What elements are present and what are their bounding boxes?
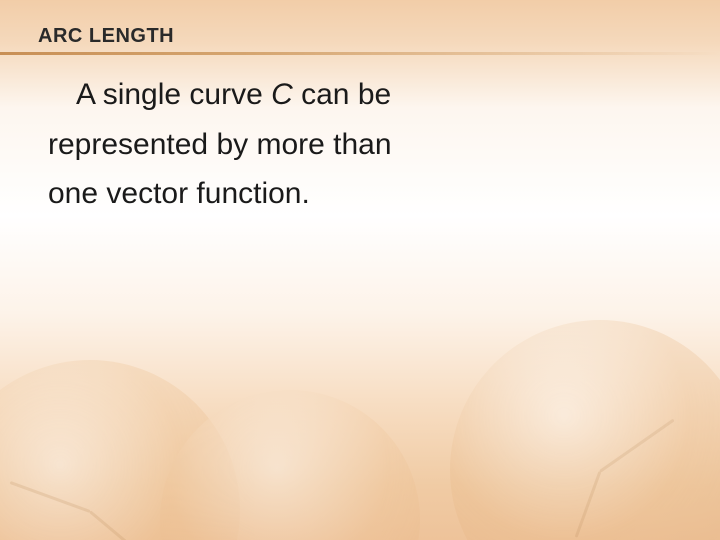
background-decor bbox=[0, 260, 720, 540]
clock-hand bbox=[575, 471, 602, 538]
slide-header: ARC LENGTH bbox=[0, 18, 720, 54]
decor-sphere-3 bbox=[450, 320, 720, 540]
clock-hand bbox=[599, 419, 674, 473]
body-variable-c: C bbox=[271, 78, 293, 111]
decor-sphere-2 bbox=[160, 390, 420, 540]
body-text: A single curve bbox=[76, 78, 271, 111]
body-line-3: one vector function. bbox=[48, 169, 672, 219]
body-line-2: represented by more than bbox=[48, 120, 672, 170]
decor-sphere-1 bbox=[0, 360, 240, 540]
slide-body: A single curve C can be represented by m… bbox=[48, 70, 672, 219]
clock-hand bbox=[89, 510, 141, 540]
body-text: can be bbox=[293, 78, 391, 111]
body-line-1: A single curve C can be bbox=[48, 70, 672, 120]
clock-hand bbox=[10, 481, 91, 513]
slide-title-underline bbox=[0, 52, 720, 55]
slide-title: ARC LENGTH bbox=[38, 25, 174, 48]
